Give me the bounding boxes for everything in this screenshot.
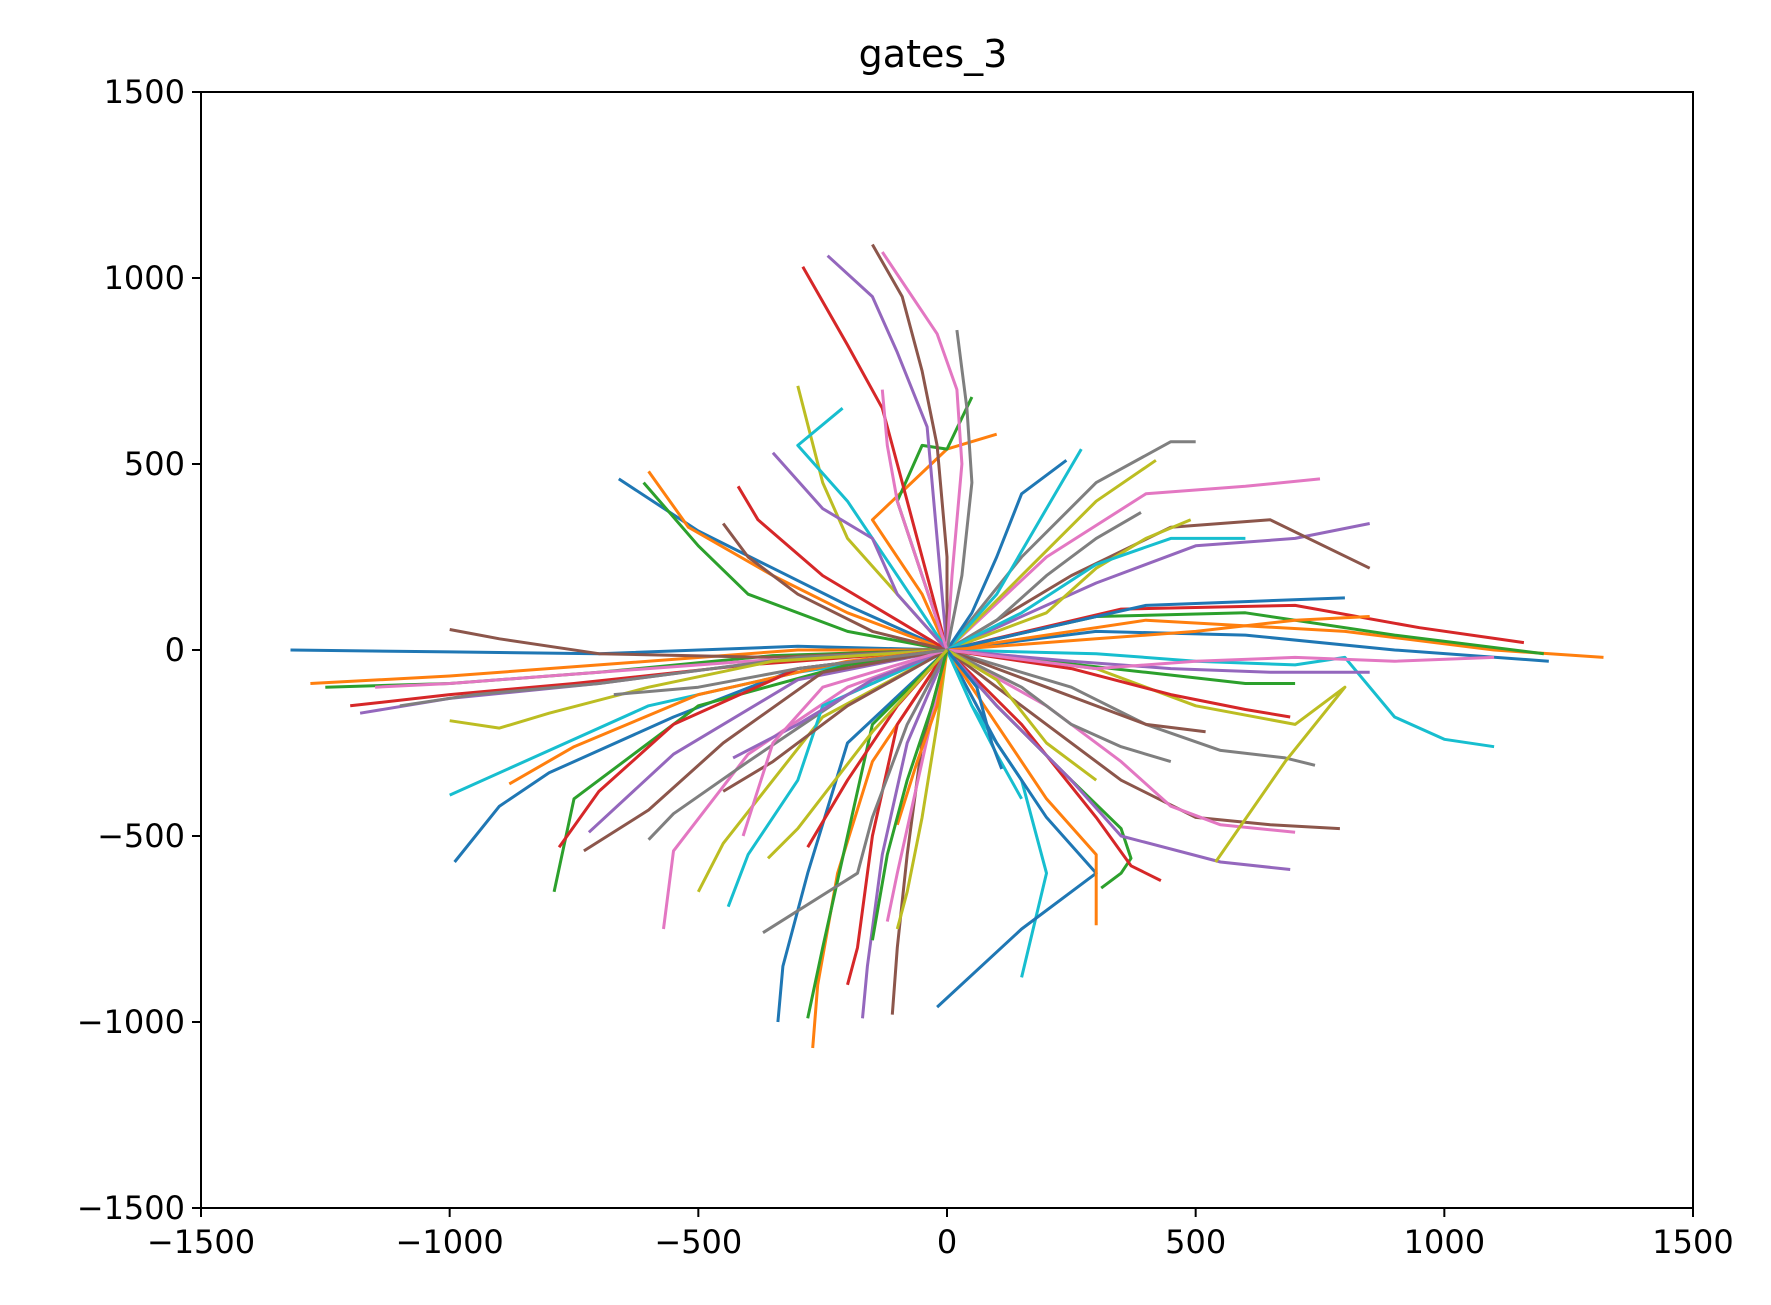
series-line-24 xyxy=(861,649,949,1019)
y-tick-label: 1500 xyxy=(104,73,185,111)
series-line-54 xyxy=(826,254,949,651)
x-tick-label: 0 xyxy=(937,1223,957,1261)
series-line-73 xyxy=(946,648,1291,719)
series-line-82 xyxy=(870,649,949,941)
series-line-59 xyxy=(796,407,949,651)
y-tick-label: −1500 xyxy=(77,1189,185,1227)
series-line-44 xyxy=(946,522,1370,652)
series-line-64 xyxy=(771,451,949,651)
series-line-85 xyxy=(722,648,948,793)
series-line-50 xyxy=(945,459,1068,651)
series-line-63 xyxy=(736,485,948,652)
series-line-22 xyxy=(806,648,949,1019)
series-line-46 xyxy=(945,477,1321,652)
series-line-28 xyxy=(895,649,949,930)
y-tick-label: 1000 xyxy=(104,259,185,297)
ticks-layer: −1500 −1000 −500 0 500 1000 1500 −1500 −1000 −500… xyxy=(77,73,1734,1261)
series-line-67 xyxy=(946,511,1142,652)
series-line-68 xyxy=(946,518,1192,652)
series-line-39 xyxy=(946,648,1495,749)
y-tick-label: −500 xyxy=(97,817,185,855)
y-tick-label: 500 xyxy=(124,445,185,483)
series-layer xyxy=(290,243,1604,1049)
series-line-79 xyxy=(945,649,1023,800)
series-line-37 xyxy=(946,648,1316,767)
series-line-49 xyxy=(945,448,1083,651)
series-line-87 xyxy=(613,648,948,697)
y-tick-label: −1000 xyxy=(77,1003,185,1041)
series-line-48 xyxy=(945,459,1157,652)
series-line-26 xyxy=(885,649,949,922)
series-line-75 xyxy=(946,648,1206,734)
series-line-33 xyxy=(945,648,1162,882)
plot-frame xyxy=(200,91,1694,1209)
x-tick-label: 1500 xyxy=(1652,1223,1733,1261)
x-tick-label: −500 xyxy=(654,1223,742,1261)
series-line-23 xyxy=(846,649,949,986)
series-line-35 xyxy=(946,648,1340,831)
series-line-78 xyxy=(946,648,1098,782)
series-line-19 xyxy=(726,648,948,908)
series-line-27 xyxy=(762,649,949,934)
series-line-65 xyxy=(721,522,948,652)
series-line-84 xyxy=(732,648,948,760)
series-line-47 xyxy=(945,440,1196,651)
series-line-55 xyxy=(871,243,949,650)
x-tick-label: 1000 xyxy=(1404,1223,1485,1261)
series-line-20 xyxy=(776,648,949,1023)
series-line-21 xyxy=(811,649,949,1049)
series-line-88 xyxy=(766,648,949,860)
series-line-70 xyxy=(946,596,1345,652)
series-line-15 xyxy=(583,648,948,853)
series-line-57 xyxy=(945,329,974,651)
x-tick-label: 500 xyxy=(1165,1223,1226,1261)
series-line-56 xyxy=(881,251,964,651)
series-line-80 xyxy=(945,649,1004,770)
x-tick-label: −1500 xyxy=(147,1223,255,1261)
y-tick-label: 0 xyxy=(165,631,185,669)
series-line-69 xyxy=(946,536,1246,652)
series-line-74 xyxy=(946,648,1370,674)
series-line-53 xyxy=(801,266,949,651)
x-tick-label: −1000 xyxy=(396,1223,504,1261)
series-line-1 xyxy=(310,648,947,685)
series-line-77 xyxy=(946,648,1172,764)
series-line-62 xyxy=(642,481,948,652)
chart-title: gates_3 xyxy=(859,32,1008,76)
series-line-18 xyxy=(696,648,948,893)
series-line-8 xyxy=(449,648,948,730)
series-line-40 xyxy=(946,629,1549,663)
series-line-71 xyxy=(946,615,1370,652)
series-line-86 xyxy=(741,648,948,837)
series-line-66 xyxy=(880,389,949,651)
series-line-76 xyxy=(946,648,1495,671)
series-line-81 xyxy=(895,649,949,826)
series-line-12 xyxy=(552,648,948,893)
series-line-36 xyxy=(946,648,1296,834)
series-line-51 xyxy=(870,432,998,651)
series-line-34 xyxy=(945,649,1291,871)
series-line-16 xyxy=(662,648,948,930)
